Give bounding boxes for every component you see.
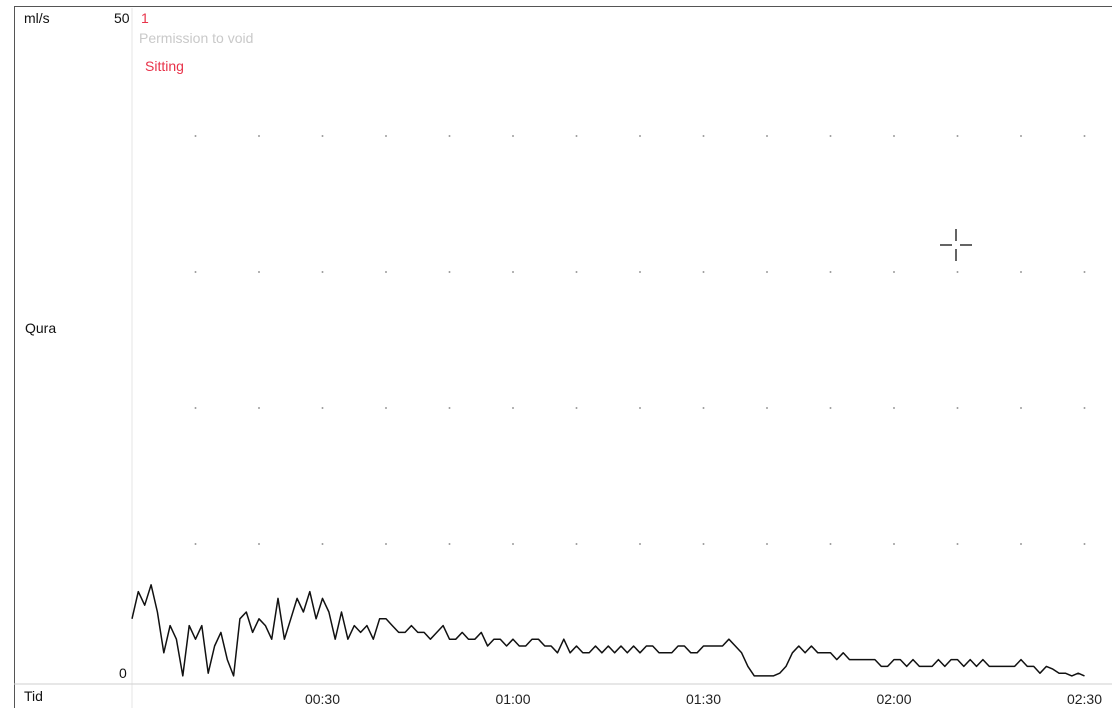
grid-dot [575, 543, 578, 545]
chart-frame [14, 6, 1112, 708]
x-axis-label: Tid [24, 688, 43, 704]
flow-series-line [131, 584, 1085, 677]
grid-dot [194, 543, 197, 545]
grid-dot [956, 135, 959, 137]
grid-dot [448, 271, 451, 273]
grid-dot [1083, 135, 1086, 137]
grid-dot [829, 271, 832, 273]
grid-dot [194, 135, 197, 137]
grid-dot [448, 543, 451, 545]
grid-dot [575, 407, 578, 409]
grid-dot [1020, 407, 1022, 409]
grid-dot [1083, 271, 1086, 273]
grid-dot [766, 271, 768, 273]
grid-dot [639, 407, 641, 409]
grid-dot [1083, 407, 1086, 409]
grid-dot [829, 543, 832, 545]
grid-dot [1020, 543, 1022, 545]
x-tick-label: 00:30 [305, 691, 340, 707]
grid-dot [512, 543, 514, 545]
grid-dot [385, 543, 387, 545]
grid-dot [385, 271, 387, 273]
grid-dot [321, 543, 324, 545]
grid-dot [893, 543, 895, 545]
grid-dot [893, 135, 895, 137]
y-max-label: 50 [114, 10, 130, 26]
y-min-label: 0 [119, 665, 127, 681]
grid-dot [956, 543, 959, 545]
grid-dot [1083, 543, 1086, 545]
grid-dot [321, 271, 324, 273]
grid-dot [702, 543, 705, 545]
x-tick-label: 01:00 [495, 691, 530, 707]
grid-dot [1020, 135, 1022, 137]
grid-dot [639, 543, 641, 545]
grid-dot [829, 135, 832, 137]
grid-dot [575, 135, 578, 137]
grid-dot [766, 543, 768, 545]
x-tick-label: 02:30 [1067, 691, 1102, 707]
grid-dot [321, 135, 324, 137]
grid-dot [258, 135, 260, 137]
grid-dot [893, 271, 895, 273]
grid-dot [258, 407, 260, 409]
grid-dot [766, 135, 768, 137]
grid-dot [702, 271, 705, 273]
grid-dot [766, 407, 768, 409]
grid-dot [258, 543, 260, 545]
grid-dot [194, 271, 197, 273]
marker-position-label: Sitting [145, 58, 184, 74]
grid-dot [639, 135, 641, 137]
grid-dot [512, 271, 514, 273]
grid-dot [448, 135, 451, 137]
grid-dot [321, 407, 324, 409]
grid-dot [448, 407, 451, 409]
grid-dot [956, 271, 959, 273]
grid-dot [702, 135, 705, 137]
grid-dot [385, 407, 387, 409]
grid-dot [512, 407, 514, 409]
marker-event-label: Permission to void [139, 30, 254, 46]
grid-dot [1020, 271, 1022, 273]
x-tick-label: 01:30 [686, 691, 721, 707]
marker-number: 1 [141, 10, 149, 26]
x-tick-label: 02:00 [876, 691, 911, 707]
grid-dot [258, 271, 260, 273]
y-unit-label: ml/s [24, 10, 50, 26]
grid-dot [639, 271, 641, 273]
grid-dot [512, 135, 514, 137]
grid-dot [893, 407, 895, 409]
grid-dot [385, 135, 387, 137]
grid-dot [702, 407, 705, 409]
grid-dot [575, 271, 578, 273]
series-label: Qura [25, 320, 57, 336]
grid-dot [194, 407, 197, 409]
grid-dot [956, 407, 959, 409]
grid-dot [829, 407, 832, 409]
